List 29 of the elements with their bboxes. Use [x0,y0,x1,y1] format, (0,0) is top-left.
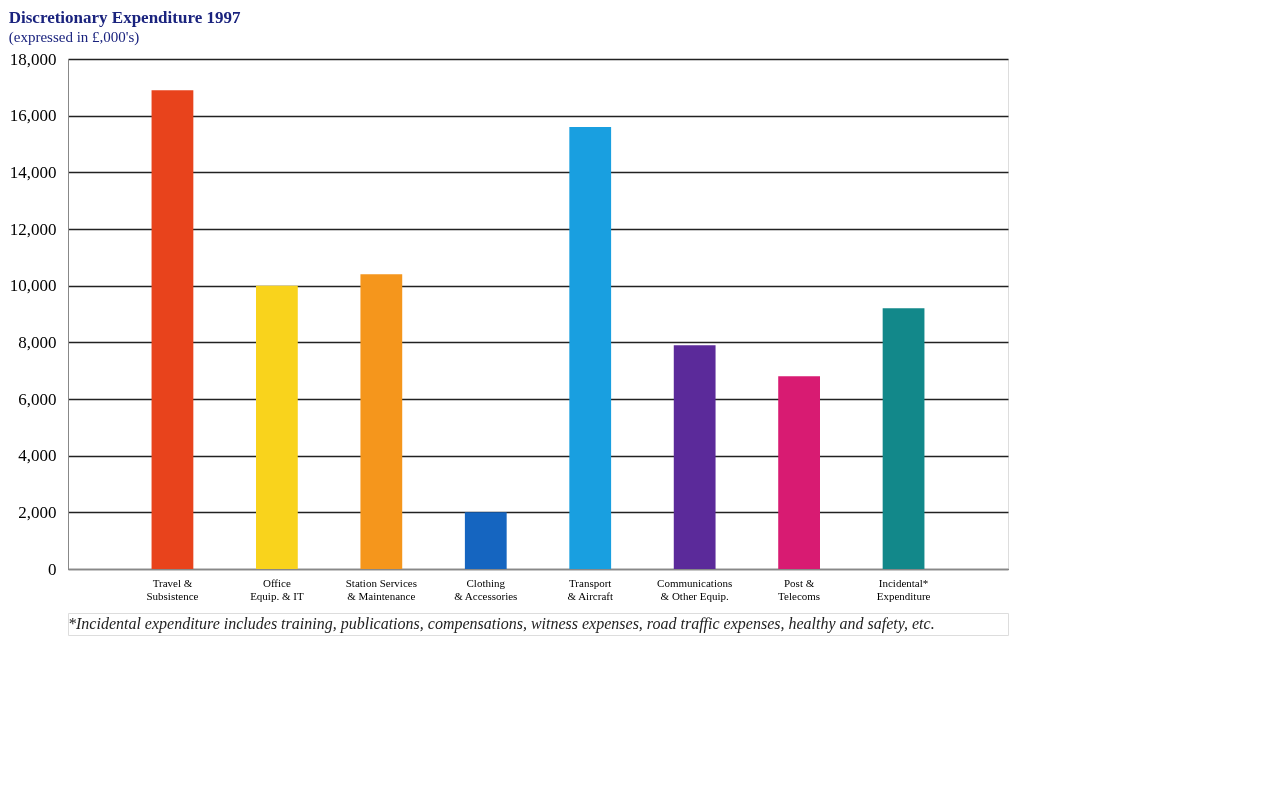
y-tick-label: 14,000 [9,162,57,182]
bar [778,376,820,569]
y-tick-label: 6,000 [18,389,57,409]
y-tick-label: 16,000 [9,106,57,126]
y-tick-label: 4,000 [18,446,57,466]
text: *Incidental expenditure includes training, publications, compensations, witness expenses, road traffic expenses, healthy and safety, etc. [68,615,935,633]
y-tick-label: 0 [48,559,57,579]
x-tick-label: Transport & Aircraft [567,576,613,602]
y-tick-label: 8,000 [18,332,57,352]
chart-title: Discretionary Expenditure 1997 [8,7,241,27]
bar [673,345,716,569]
x-tick-label: Post & Telecoms [778,576,821,602]
bar [464,512,507,569]
bar [569,127,612,569]
x-tick-label: Travel & Subsistence [146,576,199,602]
x-tick-label: Clothing & Accessories [454,576,518,602]
x-tick-label: Incidental* Expenditure [876,576,931,602]
x-tick-label: Communications & Other Equip. [657,576,733,602]
y-tick-label: 12,000 [9,219,57,239]
x-tick-label: Station Services & Maintenance [345,576,417,602]
y-tick-label: 10,000 [9,276,57,296]
bar [360,274,403,569]
y-tick-label: 18,000 [9,49,57,69]
x-tick-label: Office Equip. & IT [250,576,304,602]
bar [151,90,194,569]
bar [882,308,925,569]
y-tick-label: 2,000 [18,502,57,522]
bar [256,285,298,569]
chart-subtitle: (expressed in £,000's) [8,28,140,46]
